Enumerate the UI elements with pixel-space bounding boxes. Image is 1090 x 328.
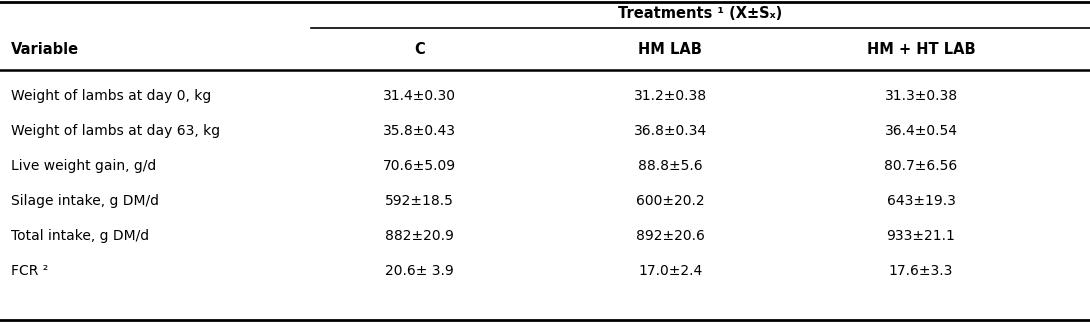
Text: Silage intake, g DM/d: Silage intake, g DM/d [11, 194, 159, 208]
Text: 933±21.1: 933±21.1 [886, 229, 956, 243]
Text: C: C [414, 43, 425, 57]
Text: 88.8±5.6: 88.8±5.6 [638, 159, 703, 173]
Text: 17.0±2.4: 17.0±2.4 [639, 264, 702, 278]
Text: 80.7±6.56: 80.7±6.56 [884, 159, 958, 173]
Text: 35.8±0.43: 35.8±0.43 [384, 124, 456, 138]
Text: HM LAB: HM LAB [639, 43, 702, 57]
Text: Weight of lambs at day 0, kg: Weight of lambs at day 0, kg [11, 89, 211, 103]
Text: HM + HT LAB: HM + HT LAB [867, 43, 976, 57]
Text: 36.4±0.54: 36.4±0.54 [885, 124, 957, 138]
Text: 17.6±3.3: 17.6±3.3 [888, 264, 954, 278]
Text: 31.4±0.30: 31.4±0.30 [384, 89, 456, 103]
Text: 643±19.3: 643±19.3 [886, 194, 956, 208]
Text: 31.2±0.38: 31.2±0.38 [633, 89, 707, 103]
Text: Total intake, g DM/d: Total intake, g DM/d [11, 229, 149, 243]
Text: 31.3±0.38: 31.3±0.38 [884, 89, 958, 103]
Text: 892±20.6: 892±20.6 [635, 229, 705, 243]
Text: 36.8±0.34: 36.8±0.34 [633, 124, 707, 138]
Text: Treatments ¹ (X±Sₓ): Treatments ¹ (X±Sₓ) [618, 6, 783, 20]
Text: 70.6±5.09: 70.6±5.09 [383, 159, 457, 173]
Text: Live weight gain, g/d: Live weight gain, g/d [11, 159, 156, 173]
Text: 20.6± 3.9: 20.6± 3.9 [385, 264, 455, 278]
Text: Weight of lambs at day 63, kg: Weight of lambs at day 63, kg [11, 124, 220, 138]
Text: 600±20.2: 600±20.2 [637, 194, 704, 208]
Text: Variable: Variable [11, 43, 80, 57]
Text: FCR ²: FCR ² [11, 264, 48, 278]
Text: 592±18.5: 592±18.5 [385, 194, 455, 208]
Text: 882±20.9: 882±20.9 [385, 229, 455, 243]
